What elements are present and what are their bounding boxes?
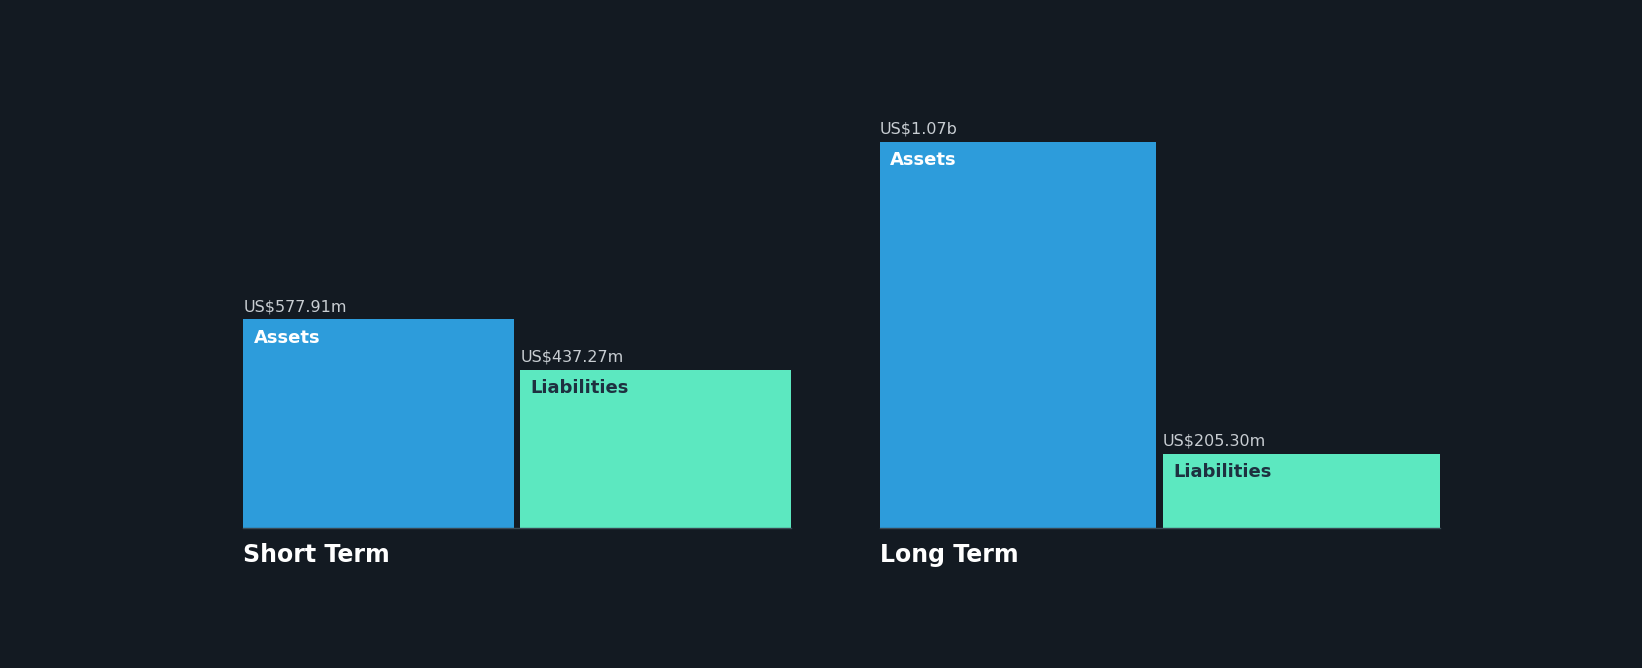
FancyBboxPatch shape xyxy=(521,370,791,528)
Text: Short Term: Short Term xyxy=(243,543,391,567)
FancyBboxPatch shape xyxy=(243,319,514,528)
Text: Liabilities: Liabilities xyxy=(530,379,629,397)
Text: Liabilities: Liabilities xyxy=(1172,463,1271,481)
Text: Long Term: Long Term xyxy=(880,543,1018,567)
FancyBboxPatch shape xyxy=(880,142,1156,528)
Text: US$1.07b: US$1.07b xyxy=(880,122,957,137)
Text: Assets: Assets xyxy=(890,151,957,169)
Text: US$205.30m: US$205.30m xyxy=(1163,434,1266,448)
Text: Assets: Assets xyxy=(253,329,320,347)
FancyBboxPatch shape xyxy=(1163,454,1440,528)
Text: US$437.27m: US$437.27m xyxy=(521,350,624,365)
Text: US$577.91m: US$577.91m xyxy=(243,299,346,314)
